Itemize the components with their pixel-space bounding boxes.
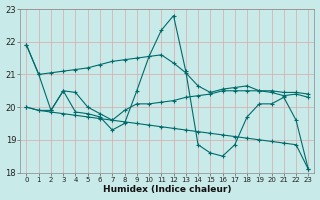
X-axis label: Humidex (Indice chaleur): Humidex (Indice chaleur) xyxy=(103,185,232,194)
